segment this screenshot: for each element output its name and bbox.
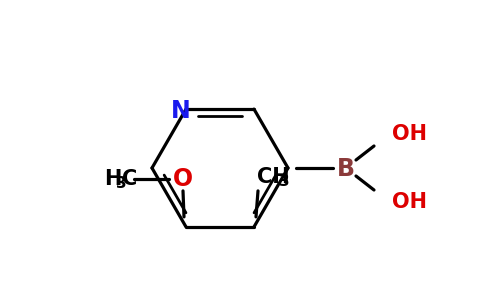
Text: CH: CH (257, 167, 289, 187)
Text: 3: 3 (116, 176, 127, 191)
Text: H: H (104, 169, 121, 189)
Text: 3: 3 (279, 174, 289, 189)
Text: OH: OH (392, 124, 427, 144)
Text: O: O (173, 167, 193, 191)
Text: B: B (337, 157, 355, 181)
Text: N: N (171, 99, 191, 123)
Text: OH: OH (392, 192, 427, 212)
Text: C: C (122, 169, 137, 189)
